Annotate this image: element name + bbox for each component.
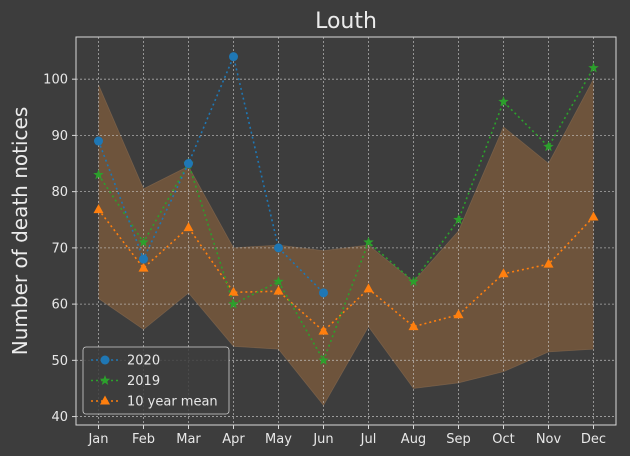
y-tick-label: 70 xyxy=(51,241,68,256)
data-point-2019 xyxy=(588,62,599,73)
data-point-2020 xyxy=(229,52,238,62)
series-line-2020 xyxy=(97,54,325,294)
y-tick-label: 100 xyxy=(43,73,68,88)
legend-box xyxy=(82,346,230,415)
legend: 2020 2019 10 year mean xyxy=(82,346,230,415)
data-point-2019 xyxy=(93,169,104,180)
x-tick-label: Aug xyxy=(401,432,426,447)
x-tick-label: Mar xyxy=(176,432,201,447)
x-tick-label: Apr xyxy=(222,432,245,447)
data-point-10-year-mean xyxy=(273,285,284,295)
data-point-2019 xyxy=(228,298,239,309)
x-tick-label: Jun xyxy=(312,432,333,447)
range-band-lower-edge xyxy=(98,292,594,407)
x-tick-label: Jul xyxy=(360,432,377,447)
y-tick-label: 90 xyxy=(51,129,68,144)
data-point-10-year-mean xyxy=(543,258,554,268)
series-line-2019 xyxy=(97,67,595,363)
data-point-10-year-mean xyxy=(318,325,329,335)
x-tick-label: Nov xyxy=(536,432,562,447)
y-axis-label: Number of death notices xyxy=(8,107,32,356)
data-point-10-year-mean xyxy=(408,321,419,331)
legend-marker-10-year-mean xyxy=(100,395,110,405)
data-point-2019 xyxy=(318,354,329,365)
legend-label-10-year-mean: 10 year mean xyxy=(127,395,218,410)
axis-layer: 40 50 60 70 80 90 100 Jan Feb Mar Apr May Jun Jul Aug S… xyxy=(43,73,606,447)
data-point-10-year-mean xyxy=(498,268,509,278)
data-point-10-year-mean xyxy=(453,309,464,319)
data-point-2019 xyxy=(543,141,554,152)
y-tick-label: 60 xyxy=(51,298,68,313)
x-tick-label: Oct xyxy=(492,432,514,447)
data-point-10-year-mean xyxy=(363,283,374,293)
legend-label-2020: 2020 xyxy=(127,354,160,369)
x-tick-label: Sep xyxy=(446,432,471,447)
data-point-2019 xyxy=(138,236,149,247)
data-point-2019 xyxy=(453,214,464,225)
data-point-10-year-mean xyxy=(228,286,239,296)
y-tick-label: 50 xyxy=(51,354,68,369)
data-point-10-year-mean xyxy=(93,204,104,214)
y-tick-label: 80 xyxy=(51,185,68,200)
data-point-2020 xyxy=(139,254,148,264)
range-band xyxy=(98,79,594,406)
data-point-2019 xyxy=(363,236,374,247)
data-point-10-year-mean xyxy=(588,211,599,221)
legend-label-2019: 2019 xyxy=(127,374,160,389)
x-tick-label: Jan xyxy=(87,432,108,447)
data-point-2020 xyxy=(274,243,283,253)
y-tick-label: 40 xyxy=(51,410,68,425)
chart-title: Louth xyxy=(315,9,377,34)
grid-layer xyxy=(76,37,616,425)
legend-marker-2019 xyxy=(99,375,111,385)
data-point-2020 xyxy=(184,159,193,169)
plot-frame xyxy=(75,36,617,426)
data-point-2019 xyxy=(498,96,509,107)
data-point-2019 xyxy=(408,276,419,287)
legend-marker-2020 xyxy=(100,355,110,365)
data-point-2020 xyxy=(319,288,328,298)
data-point-10-year-mean xyxy=(138,262,149,272)
x-tick-label: Feb xyxy=(132,432,155,447)
data-point-10-year-mean xyxy=(183,222,194,232)
data-point-2020 xyxy=(94,136,103,146)
series-layer xyxy=(93,52,599,365)
data-point-2019 xyxy=(273,276,284,287)
x-tick-label: May xyxy=(265,432,292,447)
x-tick-label: Dec xyxy=(581,432,606,447)
